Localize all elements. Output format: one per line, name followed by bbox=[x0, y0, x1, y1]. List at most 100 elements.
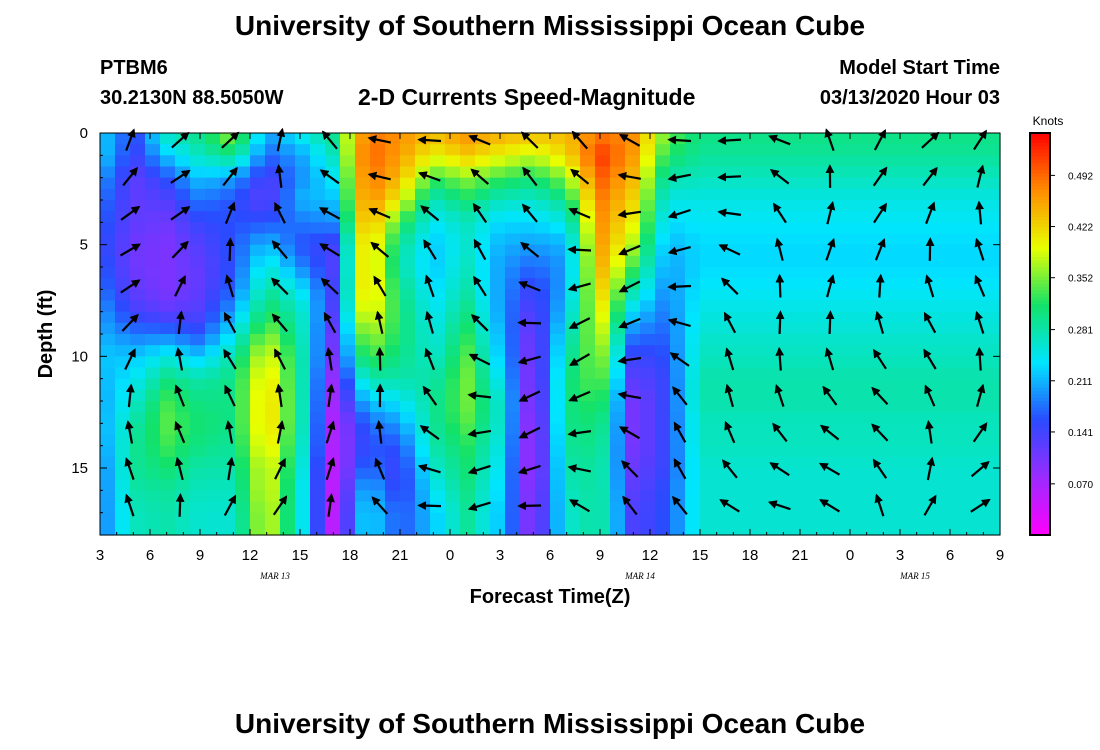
heatmap-cell bbox=[880, 345, 896, 357]
colorbar-band bbox=[1030, 263, 1050, 268]
heatmap-cell bbox=[220, 356, 236, 369]
heatmap-cell bbox=[280, 445, 296, 458]
colorbar-band bbox=[1030, 226, 1050, 231]
heatmap-cell bbox=[295, 177, 311, 190]
current-vector-arrow bbox=[618, 426, 641, 440]
heatmap-cell bbox=[205, 244, 221, 257]
heatmap-cell bbox=[715, 144, 731, 156]
heatmap-cell bbox=[250, 155, 266, 168]
date-label: MAR 14 bbox=[624, 571, 655, 581]
colorbar-tick-label: 0.422 bbox=[1068, 223, 1093, 234]
heatmap-cell bbox=[835, 401, 851, 413]
heatmap-cell bbox=[460, 300, 476, 313]
colorbar-band bbox=[1030, 387, 1050, 392]
heatmap-cell bbox=[565, 412, 581, 424]
heatmap-cell bbox=[505, 468, 521, 480]
heatmap-cell bbox=[265, 456, 281, 469]
x-tick-label: 12 bbox=[242, 547, 259, 564]
heatmap-cell bbox=[940, 434, 956, 447]
heatmap-cell bbox=[445, 479, 461, 491]
heatmap-cell bbox=[205, 200, 221, 212]
heatmap-cell bbox=[520, 289, 536, 302]
heatmap-cell bbox=[340, 423, 356, 436]
heatmap-cell bbox=[325, 300, 341, 313]
heatmap-cell bbox=[580, 200, 596, 212]
heatmap-cell bbox=[205, 523, 221, 536]
heatmap-cell bbox=[910, 490, 926, 503]
heatmap-cell bbox=[610, 233, 626, 246]
heatmap-cell bbox=[670, 445, 686, 458]
heatmap-cell bbox=[385, 523, 401, 536]
heatmap-cell bbox=[760, 434, 776, 447]
heatmap-cell bbox=[865, 345, 881, 357]
current-vector-arrow bbox=[772, 422, 788, 443]
heatmap-cell bbox=[295, 334, 311, 346]
heatmap-cell bbox=[145, 445, 161, 458]
heatmap-cell bbox=[925, 423, 941, 436]
heatmap-cell bbox=[490, 188, 506, 201]
heatmap-cell bbox=[625, 222, 641, 235]
heatmap-cell bbox=[985, 356, 1001, 369]
current-vector-arrow bbox=[424, 347, 436, 371]
heatmap-cell bbox=[220, 177, 236, 190]
heatmap-cell bbox=[850, 322, 866, 335]
heatmap-cell bbox=[400, 144, 416, 156]
heatmap-cell bbox=[805, 289, 821, 302]
heatmap-cell bbox=[340, 523, 356, 536]
heatmap-cell bbox=[430, 233, 446, 246]
heatmap-cell bbox=[670, 278, 686, 290]
heatmap-cell bbox=[625, 244, 641, 257]
x-tick-label: 21 bbox=[392, 547, 409, 564]
heatmap-cell bbox=[925, 244, 941, 257]
heatmap-cell bbox=[580, 255, 596, 268]
heatmap-cell bbox=[850, 367, 866, 380]
heatmap-cell bbox=[505, 334, 521, 346]
colorbar-band bbox=[1030, 283, 1050, 288]
heatmap-cell bbox=[175, 401, 191, 413]
heatmap-cell bbox=[385, 423, 401, 436]
heatmap-cell bbox=[655, 322, 671, 335]
heatmap-cell bbox=[610, 378, 626, 391]
current-vector-arrow bbox=[723, 311, 737, 334]
heatmap-cell bbox=[670, 367, 686, 380]
heatmap-cell bbox=[655, 512, 671, 525]
heatmap-cell bbox=[730, 412, 746, 424]
heatmap-cell bbox=[100, 423, 116, 436]
heatmap-cell bbox=[115, 255, 131, 268]
heatmap-cell bbox=[175, 445, 191, 458]
heatmap-cell bbox=[745, 445, 761, 458]
heatmap-cell bbox=[115, 423, 131, 436]
heatmap-cell bbox=[505, 177, 521, 190]
heatmap-cell bbox=[475, 322, 491, 335]
heatmap-cell bbox=[730, 233, 746, 246]
heatmap-cell bbox=[445, 468, 461, 480]
heatmap-cell bbox=[550, 367, 566, 380]
heatmap-cell bbox=[220, 334, 236, 346]
heatmap-cell bbox=[535, 501, 551, 514]
heatmap-cell bbox=[925, 278, 941, 290]
heatmap-cell bbox=[355, 434, 371, 447]
heatmap-cell bbox=[910, 356, 926, 369]
heatmap-cell bbox=[430, 356, 446, 369]
heatmap-cell bbox=[925, 267, 941, 279]
heatmap-cell bbox=[250, 188, 266, 201]
colorbar-band bbox=[1030, 156, 1050, 161]
heatmap-cell bbox=[400, 188, 416, 201]
heatmap-cell bbox=[385, 456, 401, 469]
heatmap-cell bbox=[100, 367, 116, 380]
current-vector-arrow bbox=[568, 317, 591, 329]
heatmap-cell bbox=[745, 345, 761, 357]
heatmap-cell bbox=[895, 188, 911, 201]
heatmap-cell bbox=[805, 133, 821, 145]
heatmap-cell bbox=[970, 389, 986, 402]
heatmap-cell bbox=[160, 311, 176, 324]
heatmap-cell bbox=[175, 334, 191, 346]
heatmap-cell bbox=[880, 311, 896, 324]
heatmap-cell bbox=[220, 501, 236, 514]
colorbar-band bbox=[1030, 293, 1050, 298]
heatmap-cell bbox=[790, 412, 806, 424]
heatmap-cell bbox=[445, 523, 461, 536]
heatmap-cell bbox=[610, 367, 626, 380]
heatmap-cell bbox=[355, 244, 371, 257]
heatmap-cell bbox=[700, 334, 716, 346]
